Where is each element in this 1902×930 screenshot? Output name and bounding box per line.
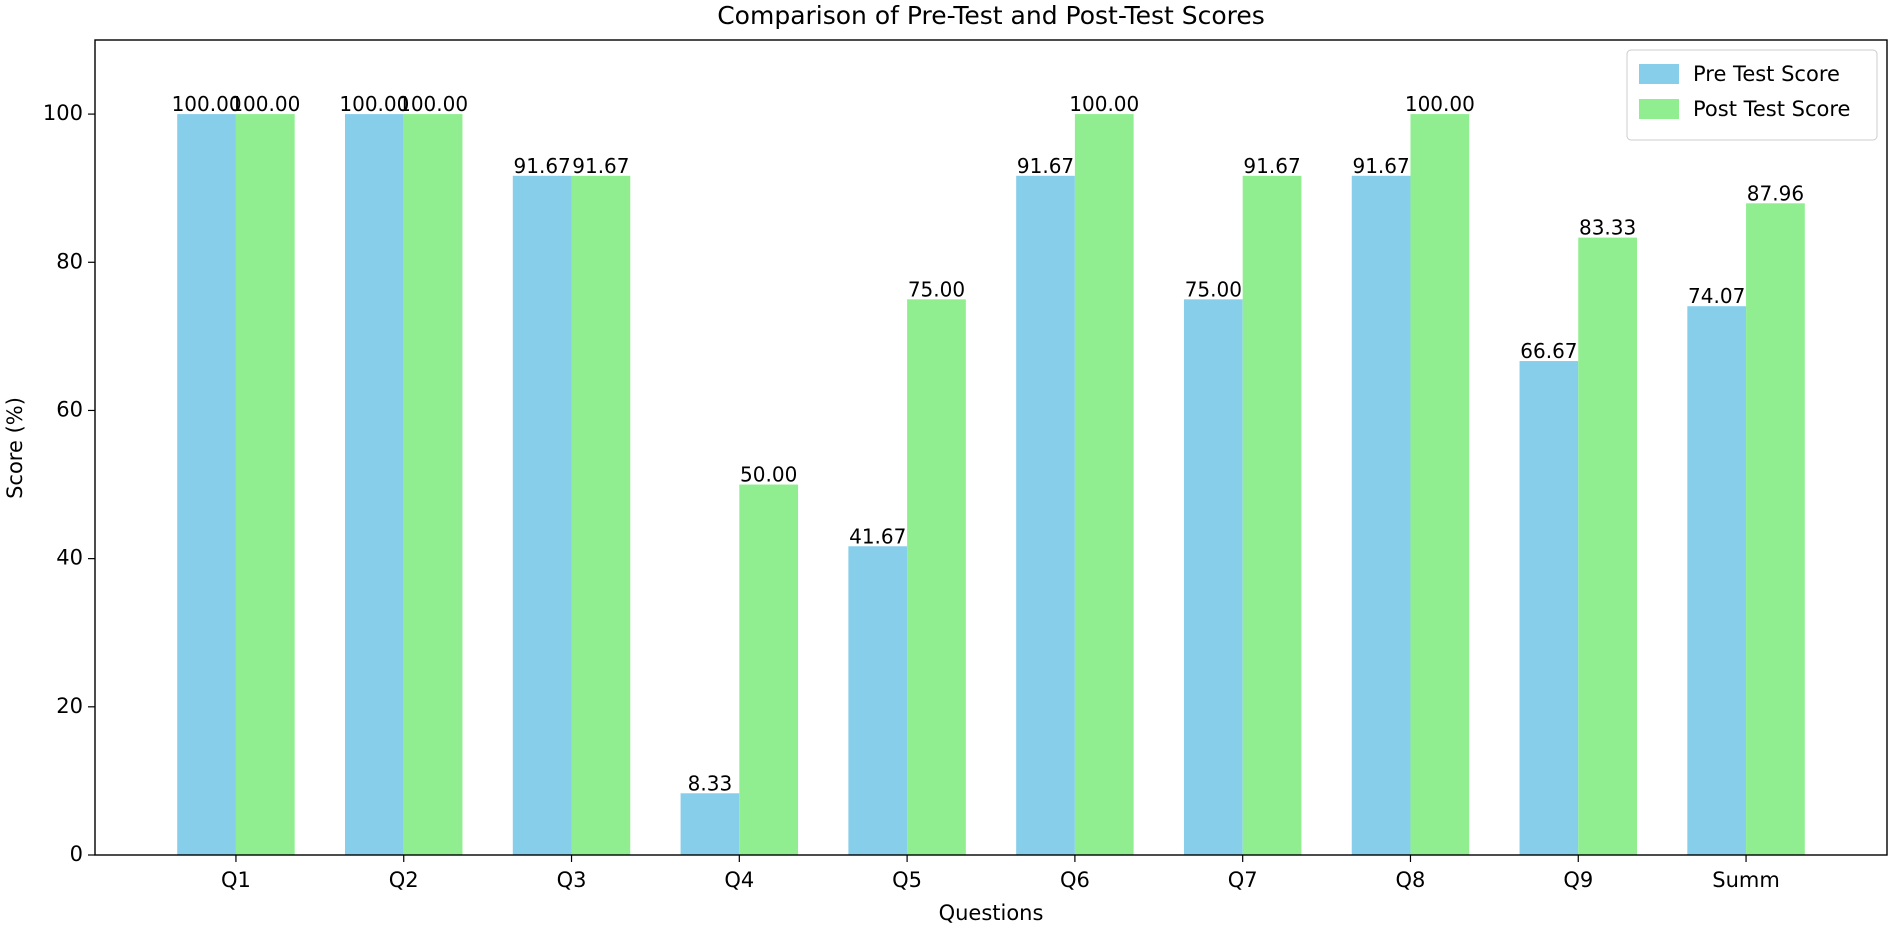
bar — [1410, 114, 1470, 855]
value-label: 41.67 — [849, 524, 906, 548]
legend-label: Post Test Score — [1693, 97, 1850, 121]
bar — [848, 546, 908, 855]
plot-frame — [94, 39, 1888, 856]
value-label: 87.96 — [1747, 181, 1804, 205]
value-label: 91.67 — [1017, 154, 1074, 178]
x-tick-label: Summ — [1712, 868, 1780, 892]
bar — [739, 484, 799, 855]
y-axis-label: Score (%) — [3, 397, 27, 499]
value-label: 74.07 — [1688, 284, 1745, 308]
bar — [1746, 203, 1805, 855]
value-label: 83.33 — [1579, 216, 1636, 240]
x-tick-label: Q8 — [1396, 868, 1426, 892]
bar — [1687, 306, 1747, 856]
bar — [1074, 114, 1134, 855]
legend-swatch — [1639, 99, 1679, 119]
x-tick-label: Q3 — [557, 868, 587, 892]
value-label: 91.67 — [1352, 154, 1409, 178]
y-tick-label: 0 — [70, 842, 83, 866]
value-label: 75.00 — [1185, 277, 1242, 301]
x-tick-label: Q9 — [1563, 868, 1593, 892]
legend-box — [1626, 49, 1878, 141]
y-tick-label: 60 — [56, 397, 83, 421]
x-tick-label: Q6 — [1060, 868, 1090, 892]
value-label: 8.33 — [688, 771, 733, 795]
value-label: 50.00 — [740, 463, 797, 487]
value-label: 100.00 — [1405, 92, 1475, 116]
value-label: 66.67 — [1520, 339, 1577, 363]
x-tick-label: Q5 — [892, 868, 922, 892]
x-tick-label: Q2 — [389, 868, 419, 892]
x-tick-label: Q1 — [221, 868, 251, 892]
legend-swatch — [1639, 64, 1679, 84]
chart-title: Comparison of Pre-Test and Post-Test Sco… — [717, 1, 1265, 30]
y-tick-label: 40 — [56, 546, 83, 570]
bar — [680, 793, 740, 855]
value-label: 100.00 — [339, 92, 409, 116]
value-label: 91.67 — [1243, 154, 1300, 178]
bar — [512, 175, 572, 855]
x-tick-label: Q4 — [724, 868, 754, 892]
value-label: 91.67 — [572, 154, 629, 178]
legend-label: Pre Test Score — [1693, 62, 1840, 86]
value-label: 91.67 — [514, 154, 571, 178]
bar — [403, 114, 463, 855]
bar — [1351, 175, 1411, 855]
bar — [1519, 361, 1579, 855]
bar — [235, 114, 295, 855]
bar — [177, 114, 236, 855]
value-label: 100.00 — [1069, 92, 1139, 116]
bar — [345, 114, 404, 855]
value-label: 100.00 — [230, 92, 300, 116]
bar — [1016, 175, 1075, 855]
y-tick-label: 20 — [56, 694, 83, 718]
value-label: 100.00 — [172, 92, 242, 116]
x-axis-label: Questions — [939, 901, 1044, 925]
y-tick-label: 100 — [43, 101, 83, 125]
bar — [907, 299, 966, 855]
value-label: 75.00 — [908, 277, 965, 301]
bar — [1183, 299, 1243, 855]
bar — [1578, 237, 1637, 855]
x-tick-label: Q7 — [1228, 868, 1258, 892]
bar — [571, 175, 631, 855]
value-label: 100.00 — [398, 92, 468, 116]
bar — [1242, 175, 1302, 855]
y-tick-label: 80 — [56, 249, 83, 273]
